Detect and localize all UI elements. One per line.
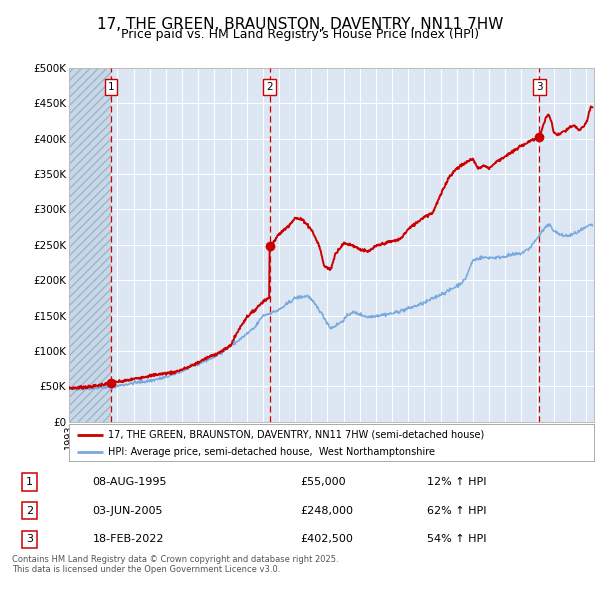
Text: HPI: Average price, semi-detached house,  West Northamptonshire: HPI: Average price, semi-detached house,… (109, 447, 436, 457)
Bar (69, 68, 111, 422)
Text: 03-JUN-2005: 03-JUN-2005 (92, 506, 163, 516)
Text: 1: 1 (107, 83, 115, 92)
Text: 08-AUG-1995: 08-AUG-1995 (92, 477, 167, 487)
Text: £248,000: £248,000 (300, 506, 353, 516)
Text: 62% ↑ HPI: 62% ↑ HPI (427, 506, 486, 516)
Text: 17, THE GREEN, BRAUNSTON, DAVENTRY, NN11 7HW: 17, THE GREEN, BRAUNSTON, DAVENTRY, NN11… (97, 17, 503, 31)
Text: 17, THE GREEN, BRAUNSTON, DAVENTRY, NN11 7HW (semi-detached house): 17, THE GREEN, BRAUNSTON, DAVENTRY, NN11… (109, 430, 485, 440)
Text: Price paid vs. HM Land Registry's House Price Index (HPI): Price paid vs. HM Land Registry's House … (121, 28, 479, 41)
Text: 2: 2 (26, 506, 33, 516)
Text: £55,000: £55,000 (300, 477, 346, 487)
Text: 2: 2 (266, 83, 273, 92)
Text: 12% ↑ HPI: 12% ↑ HPI (427, 477, 486, 487)
Text: 54% ↑ HPI: 54% ↑ HPI (427, 535, 486, 545)
Text: 3: 3 (26, 535, 33, 545)
Text: 1: 1 (26, 477, 33, 487)
Text: Contains HM Land Registry data © Crown copyright and database right 2025.
This d: Contains HM Land Registry data © Crown c… (12, 555, 338, 574)
Text: 18-FEB-2022: 18-FEB-2022 (92, 535, 164, 545)
Text: 3: 3 (536, 83, 543, 92)
Text: £402,500: £402,500 (300, 535, 353, 545)
